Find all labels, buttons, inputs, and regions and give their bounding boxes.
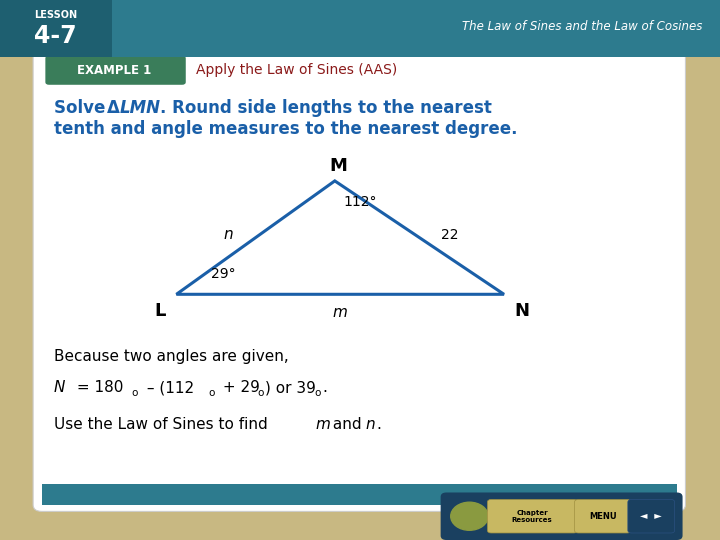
Circle shape	[451, 502, 488, 530]
Text: n: n	[366, 417, 375, 432]
FancyBboxPatch shape	[575, 500, 631, 533]
Text: LMN: LMN	[120, 99, 161, 117]
Text: L: L	[155, 301, 166, 320]
Text: o: o	[258, 388, 264, 398]
Text: .: .	[377, 417, 382, 432]
Text: The Law of Sines and the Law of Cosines: The Law of Sines and the Law of Cosines	[462, 21, 702, 33]
Text: Because two angles are given,: Because two angles are given,	[54, 349, 289, 364]
Text: = 180: = 180	[72, 380, 123, 395]
Text: . Round side lengths to the nearest: . Round side lengths to the nearest	[160, 99, 492, 117]
Text: LESSON: LESSON	[34, 10, 77, 20]
FancyBboxPatch shape	[0, 0, 720, 57]
Text: Solve: Solve	[54, 99, 111, 117]
FancyBboxPatch shape	[487, 500, 577, 533]
Text: + 29: + 29	[218, 380, 260, 395]
Text: ) or 39: ) or 39	[265, 380, 316, 395]
Text: m: m	[315, 417, 330, 432]
Text: 29°: 29°	[211, 267, 235, 281]
Text: o: o	[132, 388, 138, 398]
Text: MENU: MENU	[589, 512, 616, 521]
Text: ◄  ►: ◄ ►	[640, 511, 662, 521]
FancyBboxPatch shape	[441, 492, 683, 540]
Text: Chapter
Resources: Chapter Resources	[512, 510, 552, 523]
FancyBboxPatch shape	[628, 500, 675, 533]
Text: .: .	[323, 380, 328, 395]
Text: Apply the Law of Sines (AAS): Apply the Law of Sines (AAS)	[196, 63, 397, 77]
Text: 4-7: 4-7	[34, 24, 77, 48]
Text: Use the Law of Sines to find: Use the Law of Sines to find	[54, 417, 273, 432]
Text: – (112: – (112	[142, 380, 194, 395]
Text: EXAMPLE 1: EXAMPLE 1	[76, 64, 151, 77]
Text: M: M	[330, 157, 347, 175]
Text: o: o	[208, 388, 215, 398]
Text: tenth and angle measures to the nearest degree.: tenth and angle measures to the nearest …	[54, 119, 518, 138]
Text: N: N	[515, 301, 529, 320]
FancyBboxPatch shape	[0, 0, 112, 57]
Text: m: m	[333, 305, 348, 320]
Text: Δ: Δ	[107, 99, 120, 117]
FancyBboxPatch shape	[33, 26, 685, 511]
Text: 112°: 112°	[343, 195, 377, 210]
Text: 22: 22	[441, 228, 459, 242]
FancyBboxPatch shape	[45, 56, 186, 85]
Text: o: o	[315, 388, 321, 398]
FancyBboxPatch shape	[42, 484, 677, 505]
Text: N: N	[54, 380, 66, 395]
Text: and: and	[328, 417, 366, 432]
Text: n: n	[223, 227, 233, 242]
